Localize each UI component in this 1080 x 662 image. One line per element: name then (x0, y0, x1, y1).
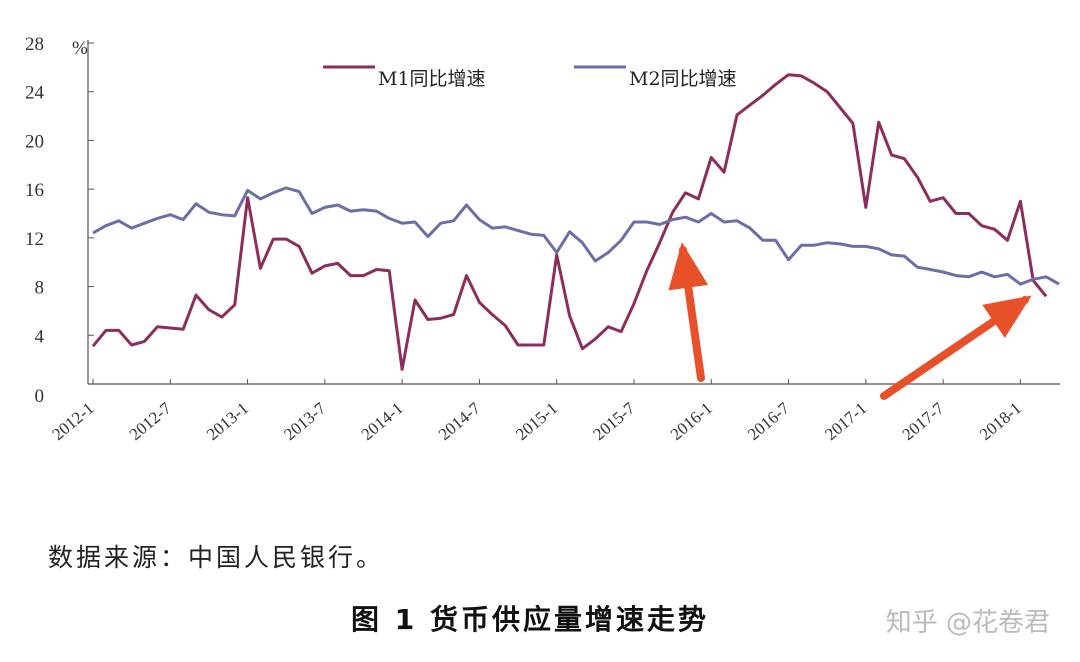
y-tick-label: 4 (35, 326, 45, 347)
x-tick-label: 2012-1 (48, 399, 97, 445)
chart-series (91, 73, 1060, 371)
y-axis-ticks: 0 4 8 12 16 20 24 28 (25, 34, 94, 407)
y-tick-label: 16 (25, 180, 44, 201)
y-tick-label: 28 (25, 34, 44, 55)
x-tick-label: 2017-1 (821, 399, 870, 445)
arrow-2018-head (982, 295, 1032, 338)
legend-label-1: M1同比增速 (378, 68, 486, 90)
arrow-2016-head (668, 242, 709, 291)
chart-legend: M1同比增速 M2同比增速 (323, 65, 737, 90)
y-tick-label: 8 (35, 278, 45, 299)
figure-title: 图 1 货币供应量增速走势 (351, 603, 709, 636)
y-tick-label: 0 (35, 386, 45, 407)
x-tick-label: 2013-1 (203, 399, 252, 445)
source-note: 数据来源：中国人民银行。 (48, 543, 385, 572)
annotation-arrows (668, 242, 1032, 400)
x-tick-label: 2015-1 (512, 399, 561, 445)
legend-label-2: M2同比增速 (629, 68, 737, 90)
y-tick-label: 12 (25, 229, 44, 250)
x-tick-label: 2014-1 (358, 399, 407, 445)
chart-axes (87, 40, 1060, 385)
y-axis-unit: % (72, 38, 88, 59)
series-line-2 (92, 186, 1060, 286)
x-tick-label: 2015-7 (589, 398, 638, 444)
x-tick-label: 2014-7 (435, 398, 484, 444)
series-line-1 (91, 73, 1048, 371)
watermark: 知乎 @花卷君 (885, 608, 1050, 638)
x-tick-label: 2012-7 (126, 398, 175, 444)
x-tick-label: 2013-7 (280, 398, 329, 444)
x-axis-ticks: 2012-1 2012-7 2013-1 2013-7 2014-1 2014-7 2015… (48, 379, 1025, 445)
x-tick-label: 2017-7 (899, 398, 948, 444)
y-tick-label: 24 (25, 83, 45, 104)
x-tick-label: 2018-1 (976, 399, 1025, 445)
y-tick-label: 20 (25, 131, 44, 152)
x-tick-label: 2016-7 (744, 398, 793, 444)
x-tick-label: 2016-1 (667, 399, 716, 445)
